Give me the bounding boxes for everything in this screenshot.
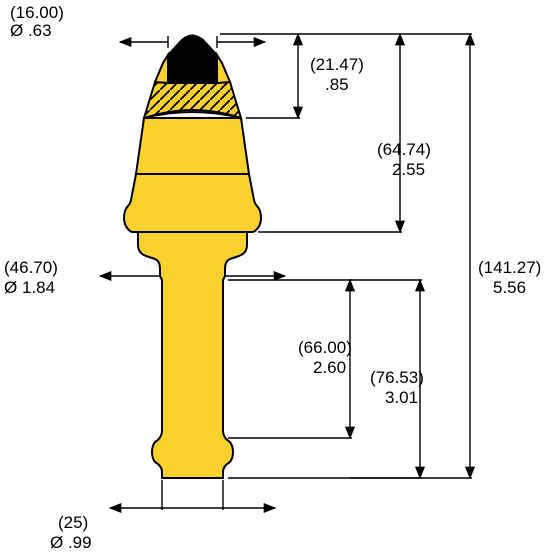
svg-text:.85: .85 (325, 75, 349, 94)
dim-shankdia-in: Ø .99 (50, 533, 92, 552)
svg-text:Ø 1.84: Ø 1.84 (4, 278, 55, 297)
svg-text:2.55: 2.55 (392, 160, 425, 179)
svg-text:(141.27): (141.27) (478, 258, 541, 277)
carbide-tip (168, 36, 217, 84)
svg-text:(21.47): (21.47) (310, 55, 364, 74)
shank-body (138, 232, 247, 478)
dimension-text: (16.00) Ø .63 (21.47) .85 (64.74) 2.55 (… (4, 3, 541, 552)
svg-text:(64.74): (64.74) (377, 140, 431, 159)
dim-shanktot-in: 3.01 (385, 388, 418, 407)
svg-text:Ø .99: Ø .99 (50, 533, 92, 552)
svg-text:(76.53): (76.53) (370, 368, 424, 387)
svg-text:5.56: 5.56 (493, 278, 526, 297)
svg-text:3.01: 3.01 (385, 388, 418, 407)
svg-text:2.60: 2.60 (313, 358, 346, 377)
svg-text:Ø .63: Ø .63 (10, 21, 52, 40)
dim-head-in: 2.55 (392, 160, 425, 179)
svg-text:(25): (25) (58, 513, 88, 532)
dim-tip-mm: (21.47) (310, 55, 364, 74)
dim-flange-in: Ø 1.84 (4, 278, 55, 297)
dim-total-in: 5.56 (493, 278, 526, 297)
part (124, 36, 261, 479)
dim-shanktot-mm: (76.53) (370, 368, 424, 387)
upper-cone (136, 118, 249, 174)
dim-shank-mm: (66.00) (298, 338, 352, 357)
dim-shank-in: 2.60 (313, 358, 346, 377)
svg-text:(66.00): (66.00) (298, 338, 352, 357)
head-flange (124, 174, 261, 232)
dim-shankdia-mm: (25) (58, 513, 88, 532)
svg-text:(46.70): (46.70) (4, 258, 58, 277)
dim-tip-in: .85 (325, 75, 349, 94)
dim-flange-mm: (46.70) (4, 258, 58, 277)
svg-text:(16.00): (16.00) (10, 3, 64, 22)
dim-top-width-mm: (16.00) (10, 3, 64, 22)
dim-head-mm: (64.74) (377, 140, 431, 159)
dim-top-width-in: Ø .63 (10, 21, 52, 40)
dim-total-mm: (141.27) (478, 258, 541, 277)
